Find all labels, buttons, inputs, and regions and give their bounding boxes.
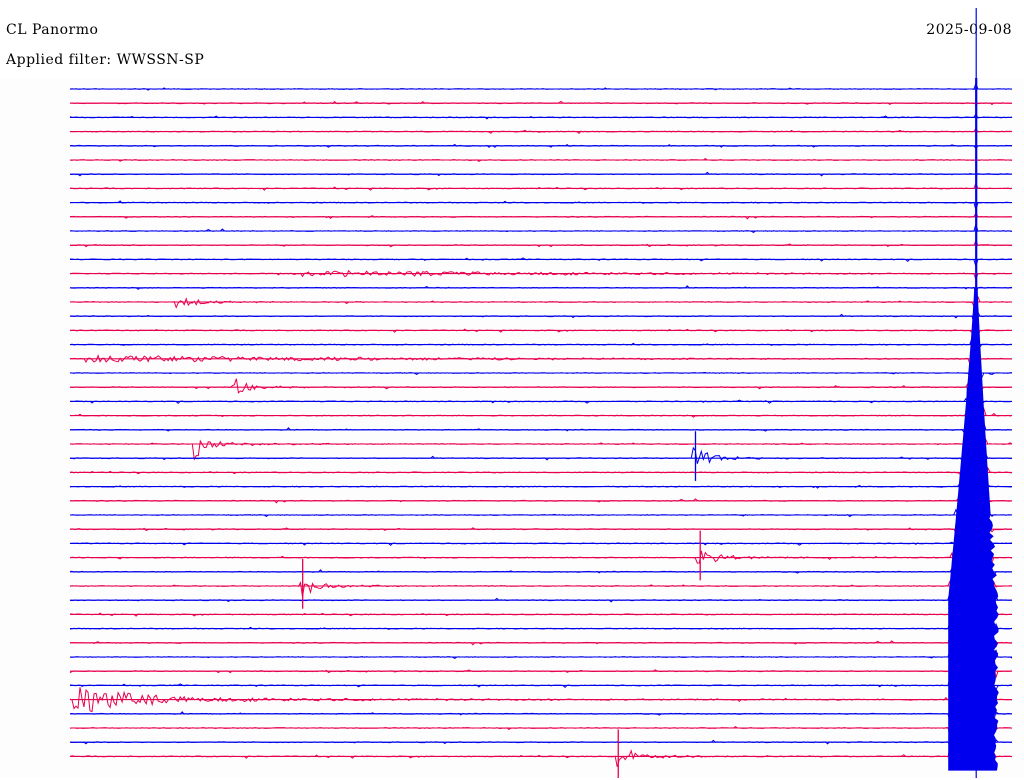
- plot-background: [0, 78, 1024, 778]
- page-title: CL Panormo: [6, 22, 99, 38]
- header-guide-svg: [975, 8, 977, 80]
- filter-label: Applied filter: WWSSN-SP: [6, 52, 205, 68]
- trace-canvas: [0, 78, 1024, 778]
- main-event-saturation: [948, 287, 999, 771]
- date-label: 2025-09-08: [926, 22, 1012, 38]
- helicorder-plot[interactable]: [0, 78, 1024, 778]
